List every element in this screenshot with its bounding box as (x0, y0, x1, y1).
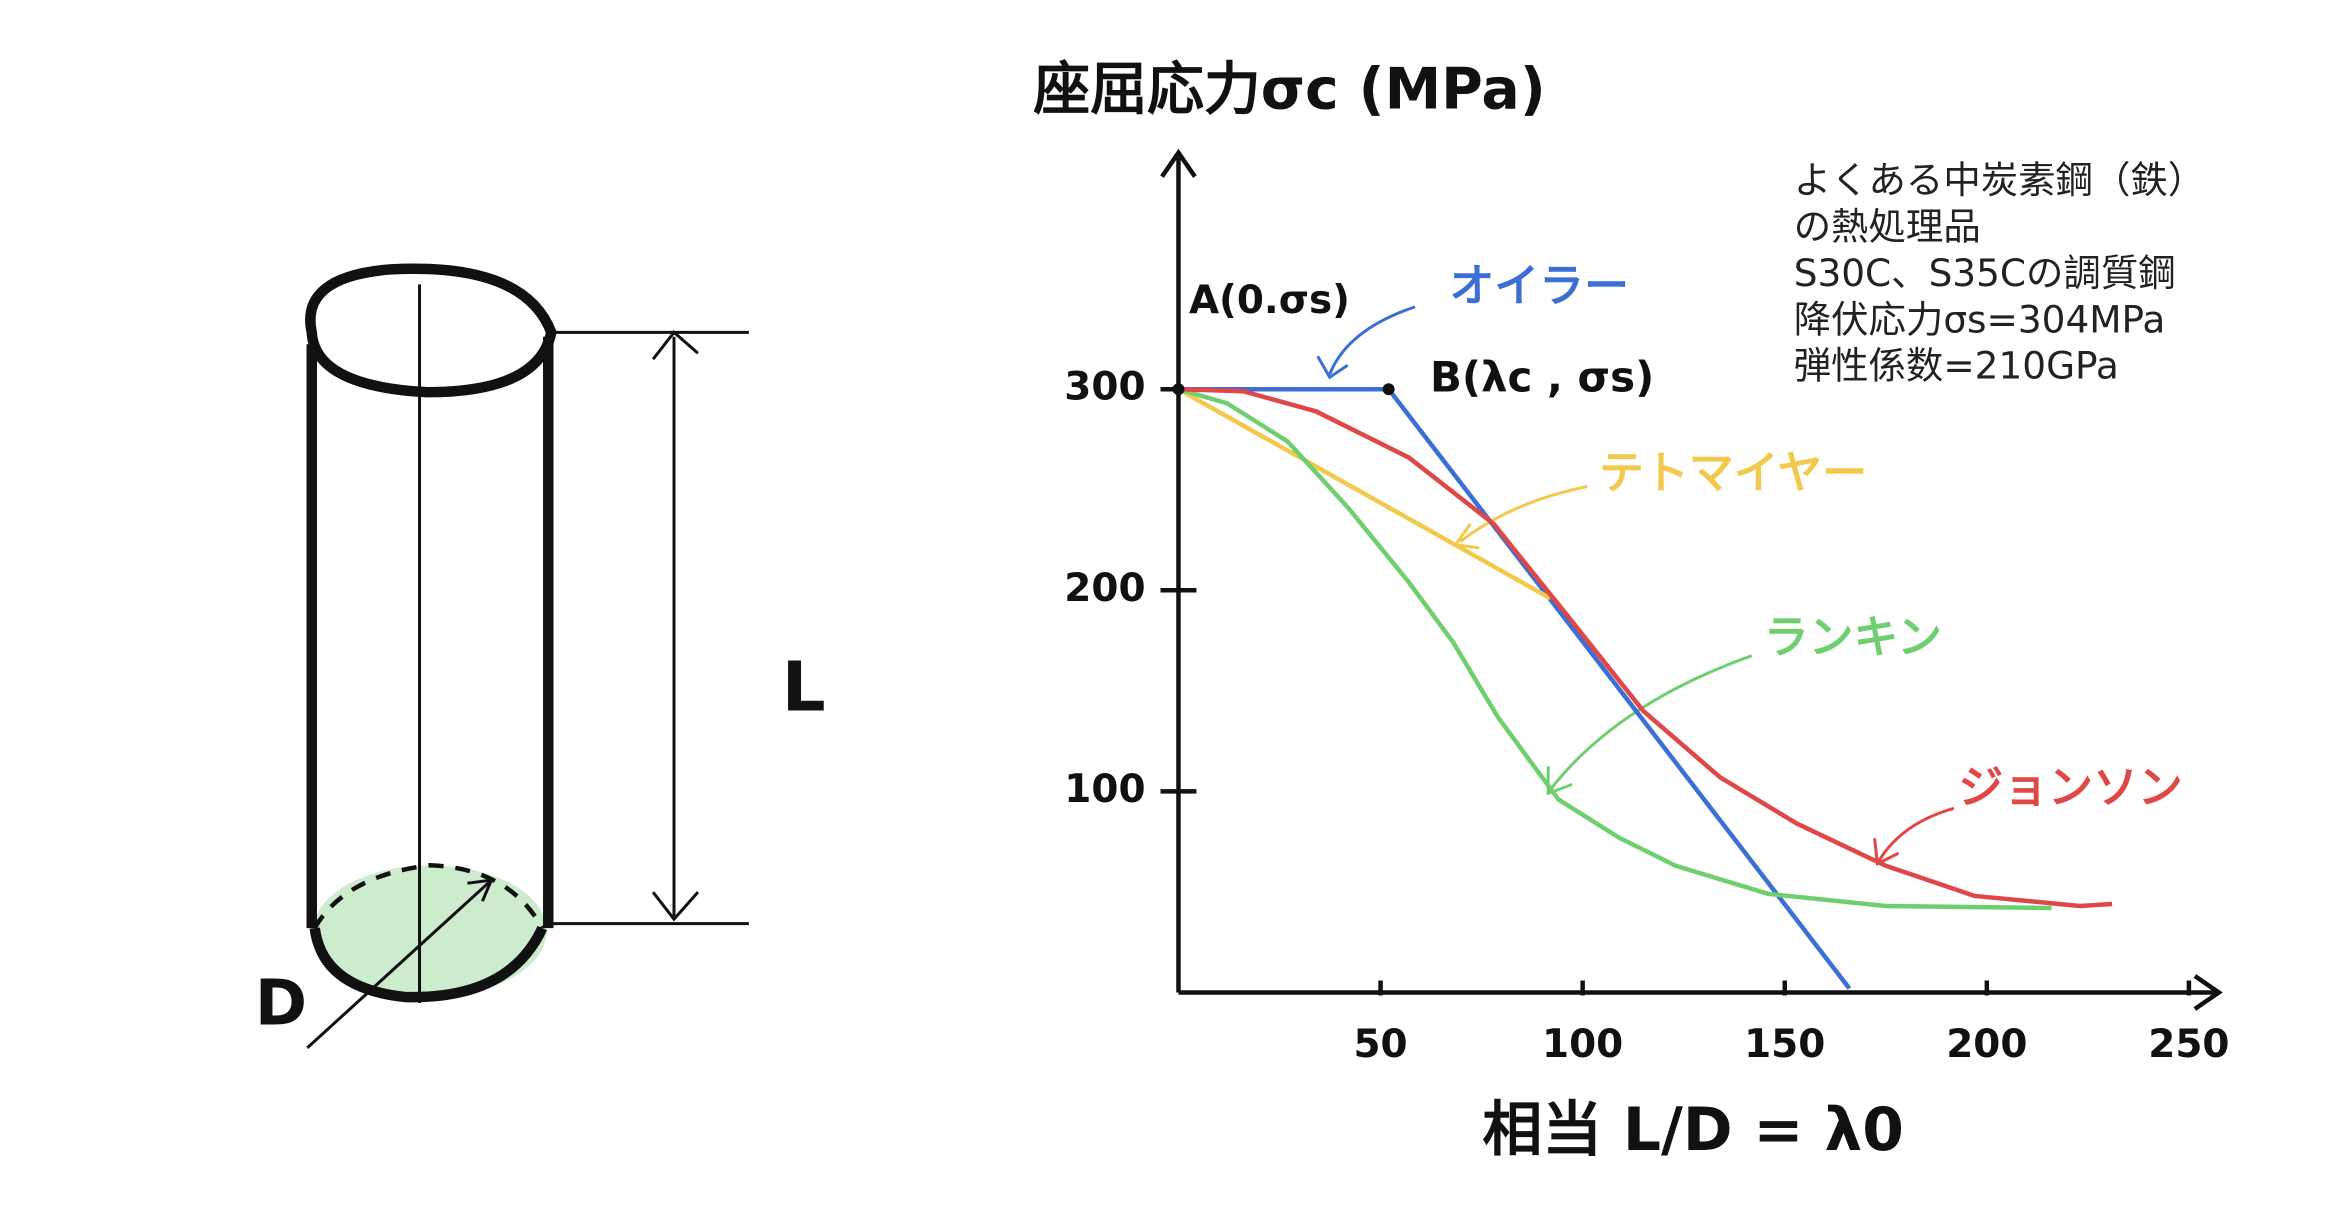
x-tick-label: 100 (1542, 1022, 1623, 1067)
diameter-label: D (255, 967, 307, 1040)
note-line: 弾性係数=210GPa (1794, 344, 2119, 388)
note-line: S30C、S35Cの調質鋼 (1794, 251, 2176, 295)
point (1172, 383, 1185, 396)
series-label: ジョンソン (1958, 760, 2182, 813)
series-label: ランキン (1764, 611, 1942, 664)
series-label: オイラー (1449, 259, 1629, 312)
series-line (1177, 387, 1552, 601)
series-line (1177, 387, 2052, 911)
point (1382, 383, 1395, 396)
x-tick-label: 250 (2148, 1022, 2229, 1067)
x-tick-label: 150 (1744, 1022, 1825, 1067)
x-axis-label: 相当 L/D = λ0 (1482, 1095, 1904, 1165)
series-line (1178, 386, 2113, 909)
y-tick-label: 100 (1064, 767, 1145, 812)
note-line: の熱処理品 (1794, 205, 1981, 249)
point-label: A(0.σs) (1189, 278, 1350, 323)
y-axis-label: 座屈応力σc (MPa) (1033, 56, 1545, 122)
cylinder-diagram (305, 263, 749, 1049)
note-line: 降伏応力σs=304MPa (1794, 297, 2166, 341)
series-label: テトマイヤー (1599, 446, 1867, 499)
point-label: B(λc , σs) (1430, 353, 1654, 402)
y-tick-label: 200 (1064, 566, 1145, 611)
length-label: L (782, 648, 826, 728)
x-tick-label: 50 (1353, 1022, 1407, 1067)
y-tick-label: 300 (1064, 365, 1145, 410)
x-tick-label: 200 (1946, 1022, 2027, 1067)
note: よくある中炭素鋼（鉄）の熱処理品S30C、S35Cの調質鋼降伏応力σs=304M… (1794, 158, 2205, 388)
note-line: よくある中炭素鋼（鉄） (1794, 158, 2205, 202)
axes (1160, 148, 2223, 1011)
